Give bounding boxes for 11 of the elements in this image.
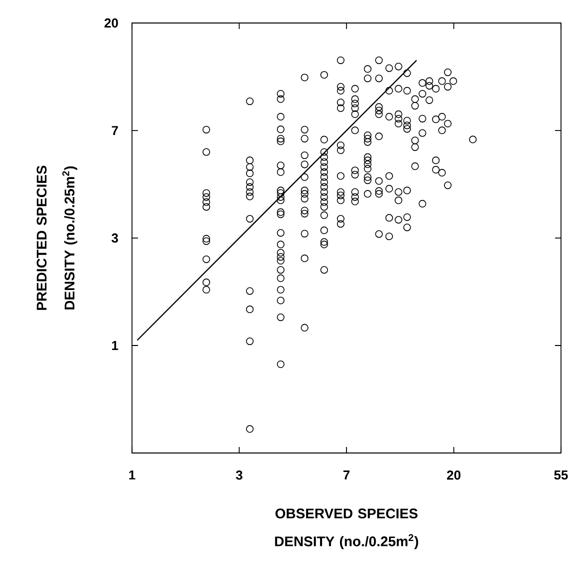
y-tick-label: 7 <box>112 126 118 135</box>
x-tick-label: 55 <box>554 470 568 480</box>
text: PREDICTED SPECIES DENSITY (no./0.25m$^{2}$) <box>36 166 78 310</box>
x-tick-label: 20 <box>447 470 460 480</box>
x-tick-label: 7 <box>343 470 350 480</box>
y-tick-label: 3 <box>112 233 118 243</box>
x-tick-label: 1 <box>129 470 136 480</box>
y-tick-label: 1 <box>112 341 118 350</box>
text: OBSERVED SPECIES DENSITY (no./0.25m$^{2}$) <box>275 508 418 550</box>
y-tick-label: 20 <box>104 18 118 28</box>
x-tick-label: 3 <box>236 470 242 480</box>
